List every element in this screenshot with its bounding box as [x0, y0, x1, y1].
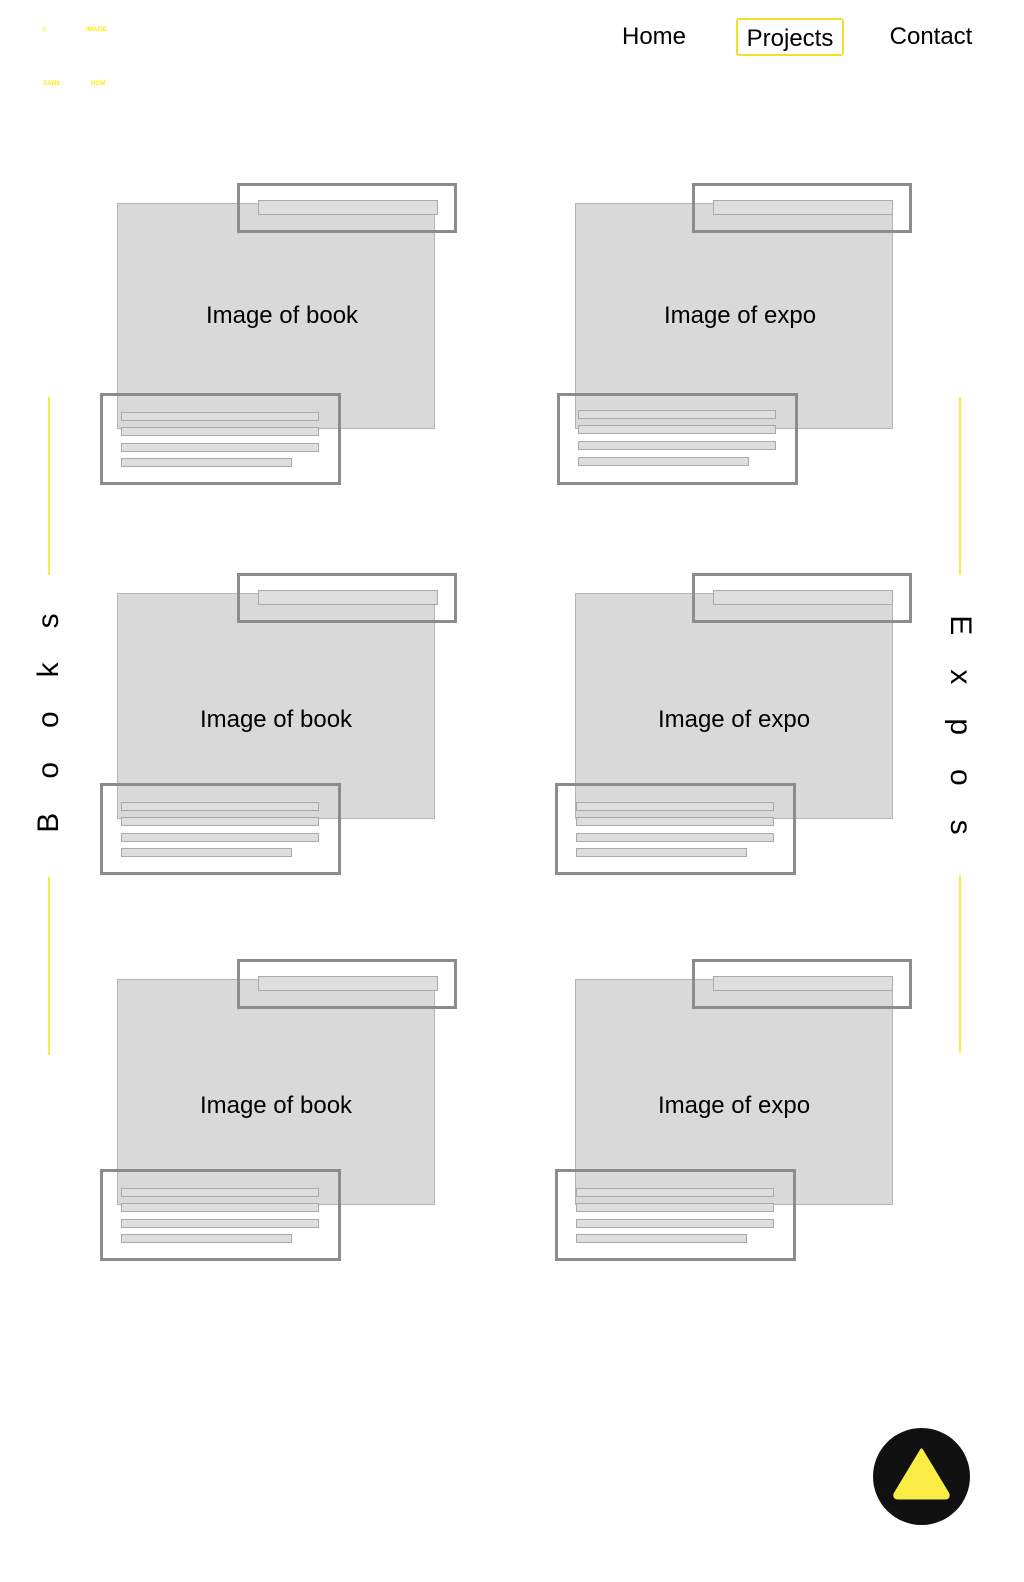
book-image-label: Image of book [199, 1092, 353, 1119]
scroll-to-top-button[interactable] [873, 1428, 970, 1525]
expo-title-frame [692, 573, 912, 623]
books-line-bottom [48, 877, 50, 1055]
text-line [578, 457, 749, 466]
text-line [121, 443, 319, 452]
book-title-frame [237, 959, 457, 1009]
text-line [576, 848, 747, 857]
expo-description-frame [555, 783, 796, 875]
expo-card-3[interactable]: Image of expo [555, 959, 915, 1264]
book-description-frame [100, 1169, 341, 1261]
book-card-1[interactable]: Image of book [100, 183, 460, 488]
title-placeholder-bar [258, 200, 438, 215]
text-line [578, 425, 776, 434]
text-line [121, 817, 319, 826]
text-line [121, 802, 319, 811]
nav-home[interactable]: Home [621, 23, 687, 50]
text-line [578, 410, 776, 419]
expo-image-placeholder: Image of expo [575, 203, 893, 429]
expo-description-frame [557, 393, 798, 485]
logo-word-1: L [43, 27, 47, 33]
expo-description-frame [555, 1169, 796, 1261]
logo-word-2: IMAGE [86, 27, 107, 33]
title-placeholder-bar [713, 200, 893, 215]
logo[interactable]: L IMAGE SANS NOM [0, 0, 150, 120]
text-line [578, 441, 776, 450]
text-line [576, 1219, 774, 1228]
expos-line-top [959, 397, 961, 575]
book-image-placeholder: Image of book [117, 593, 435, 819]
text-line [121, 1188, 319, 1197]
book-title-frame [237, 183, 457, 233]
up-triangle-icon [893, 1448, 950, 1500]
nav-projects[interactable]: Projects [736, 18, 844, 56]
title-placeholder-bar [258, 590, 438, 605]
expo-image-label: Image of expo [657, 706, 811, 733]
book-image-label: Image of book [205, 302, 359, 329]
text-line [576, 833, 774, 842]
text-line [121, 1234, 292, 1243]
text-line [121, 412, 319, 421]
text-line [121, 1219, 319, 1228]
text-line [121, 1203, 319, 1212]
book-description-frame [100, 393, 341, 485]
text-line [576, 817, 774, 826]
expo-card-2[interactable]: Image of expo [555, 573, 915, 878]
book-title-frame [237, 573, 457, 623]
book-image-placeholder: Image of book [117, 203, 435, 429]
expos-line-bottom [959, 875, 961, 1053]
book-card-3[interactable]: Image of book [100, 959, 460, 1264]
book-description-frame [100, 783, 341, 875]
expo-image-label: Image of expo [663, 302, 817, 329]
books-line-top [48, 397, 50, 575]
title-placeholder-bar [258, 976, 438, 991]
expo-image-placeholder: Image of expo [575, 593, 893, 819]
text-line [121, 427, 319, 436]
expos-section-label: Expos [944, 615, 977, 869]
book-image-label: Image of book [199, 706, 353, 733]
expo-title-frame [692, 183, 912, 233]
logo-word-4: NOM [91, 81, 106, 87]
books-section-label: Books [32, 579, 65, 833]
nav-contact[interactable]: Contact [889, 23, 973, 50]
title-placeholder-bar [713, 590, 893, 605]
expo-image-label: Image of expo [657, 1092, 811, 1119]
text-line [121, 848, 292, 857]
logo-word-3: SANS [43, 81, 61, 87]
text-line [576, 1234, 747, 1243]
text-line [576, 802, 774, 811]
title-placeholder-bar [713, 976, 893, 991]
text-line [576, 1203, 774, 1212]
expo-image-placeholder: Image of expo [575, 979, 893, 1205]
book-card-2[interactable]: Image of book [100, 573, 460, 878]
text-line [121, 458, 292, 467]
text-line [576, 1188, 774, 1197]
expo-card-1[interactable]: Image of expo [557, 183, 917, 488]
expo-title-frame [692, 959, 912, 1009]
text-line [121, 833, 319, 842]
